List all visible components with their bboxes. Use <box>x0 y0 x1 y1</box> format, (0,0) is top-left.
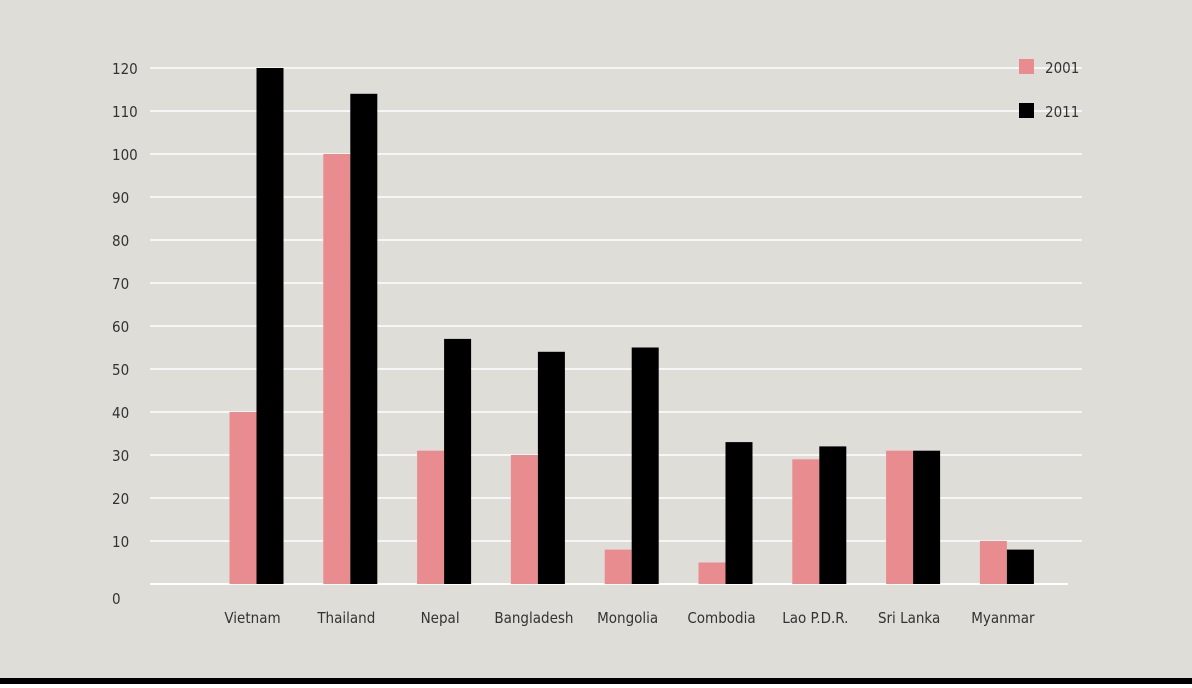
y-tick-label: 10 <box>112 533 129 551</box>
y-tick-label: 20 <box>112 490 129 508</box>
legend-swatch-2011 <box>1019 103 1034 118</box>
x-tick-label: Sri Lanka <box>878 609 940 627</box>
bottom-rule <box>0 678 1192 684</box>
x-tick-label: Lao P.D.R. <box>782 609 848 627</box>
y-tick-label: 60 <box>112 318 129 336</box>
bar-2011 <box>1006 549 1034 584</box>
y-tick-label: 90 <box>112 189 129 207</box>
y-tick-label: 120 <box>112 60 138 78</box>
bar-2011 <box>256 68 284 584</box>
x-tick-label: Myanmar <box>971 609 1035 627</box>
bar-2001 <box>604 549 632 584</box>
y-tick-label: 70 <box>112 275 129 293</box>
x-tick-label: Thailand <box>316 609 375 627</box>
y-tick-label: 80 <box>112 232 129 250</box>
bar-2011 <box>537 351 565 584</box>
bar-2011 <box>913 450 941 584</box>
bar-2001 <box>792 459 820 584</box>
y-tick-label: 110 <box>112 103 138 121</box>
x-tick-label: Combodia <box>687 609 755 627</box>
x-tick-label: Bangladesh <box>494 609 573 627</box>
bar-2001 <box>323 154 351 584</box>
y-tick-label: 50 <box>112 361 129 379</box>
bar-2001 <box>229 412 257 584</box>
y-tick-label: 100 <box>112 146 138 164</box>
bar-2011 <box>444 338 472 584</box>
legend-swatch-2001 <box>1019 59 1034 74</box>
bar-2011 <box>819 446 847 584</box>
legend-label: 2011 <box>1045 103 1079 121</box>
bar-2011 <box>725 442 753 584</box>
bar-2011 <box>631 347 659 584</box>
bar-2001 <box>417 450 445 584</box>
bar-2011 <box>350 93 378 585</box>
bar-2001 <box>698 562 726 584</box>
y-tick-label: 40 <box>112 404 129 422</box>
x-tick-label: Mongolia <box>597 609 658 627</box>
y-tick-label: 0 <box>112 590 121 608</box>
x-tick-label: Nepal <box>421 609 460 627</box>
bar-2001 <box>510 455 538 584</box>
x-tick-label: Vietnam <box>224 609 280 627</box>
bar-2001 <box>886 450 914 584</box>
bar-2001 <box>979 541 1007 584</box>
legend-label: 2001 <box>1045 59 1079 77</box>
y-tick-label: 30 <box>112 447 129 465</box>
